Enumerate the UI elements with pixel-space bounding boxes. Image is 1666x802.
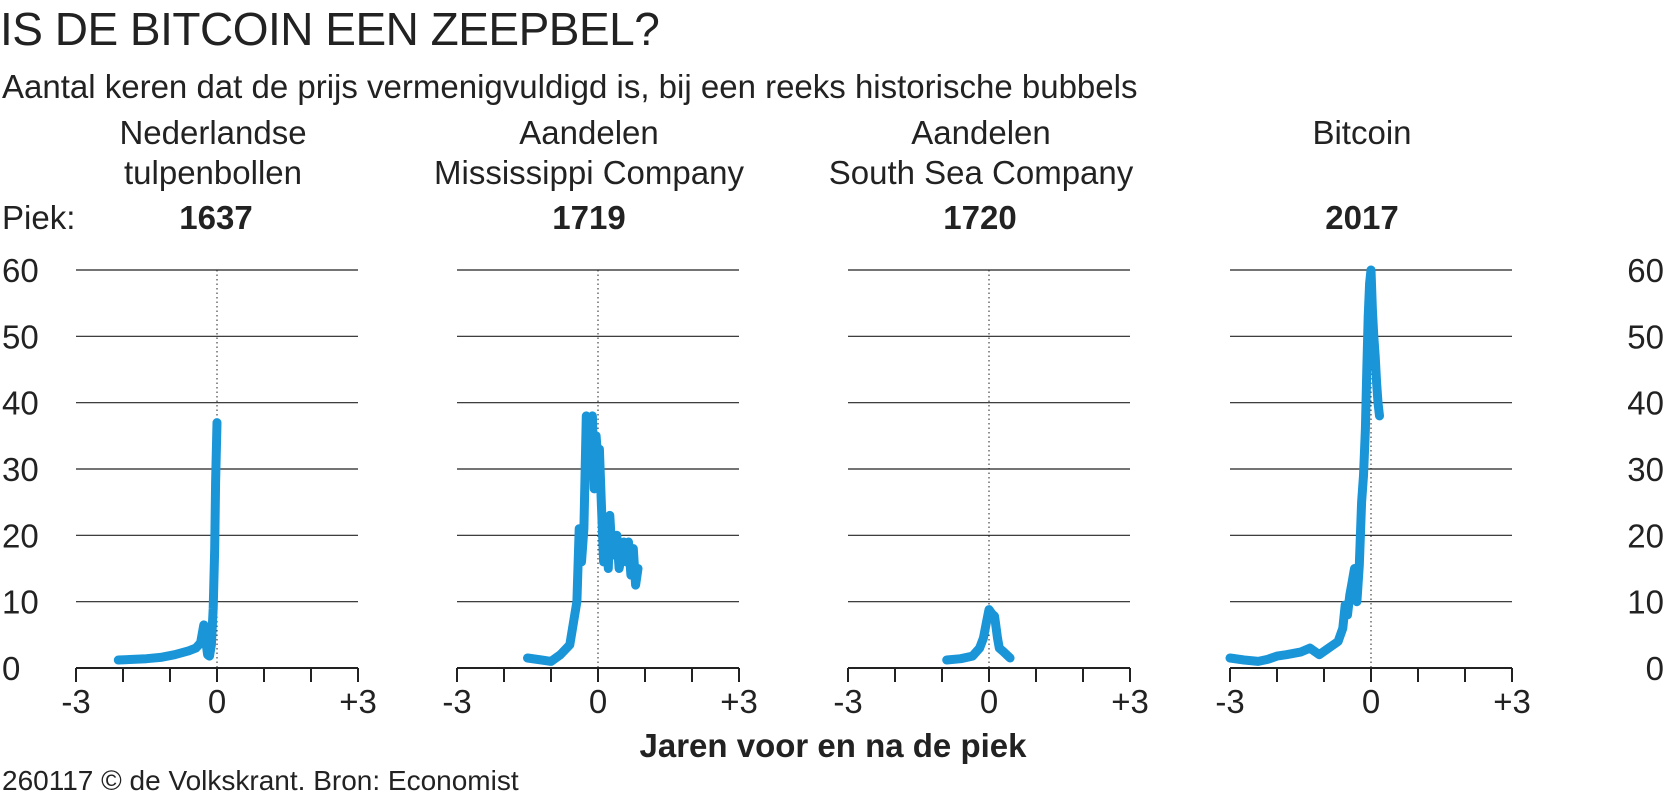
series-line xyxy=(1225,265,1384,666)
x-tick-label: -3 xyxy=(61,683,90,720)
series-line xyxy=(523,411,643,666)
y-tick-label-right: 10 xyxy=(1627,584,1664,621)
x-tick-label: +3 xyxy=(1493,683,1531,720)
panel-title-line: Nederlandse xyxy=(119,114,307,151)
y-tick-label-right: 60 xyxy=(1627,252,1664,289)
y-tick-label-left: 0 xyxy=(2,650,20,687)
panel-title-southsea: Aandelen South Sea Company xyxy=(751,113,1211,193)
panel-title-bitcoin: Bitcoin xyxy=(1132,113,1592,153)
y-tick-label-left: 60 xyxy=(2,252,39,289)
y-tick-label-right: 20 xyxy=(1627,517,1664,554)
y-tick-label-left: 40 xyxy=(2,385,39,422)
x-tick-label: -3 xyxy=(1215,683,1244,720)
series-line xyxy=(942,605,1015,665)
panel-title-line: Mississippi Company xyxy=(434,154,744,191)
panel-title-tulpen: Nederlandse tulpenbollen xyxy=(0,113,443,193)
y-tick-label-left: 30 xyxy=(2,451,39,488)
y-tick-label-left: 10 xyxy=(2,584,39,621)
peak-year-bitcoin: 2017 xyxy=(1325,199,1399,236)
series-line xyxy=(113,418,222,665)
x-tick-label: 0 xyxy=(980,683,998,720)
y-tick-label-right: 30 xyxy=(1627,451,1664,488)
panel-title-mississippi: Aandelen Mississippi Company xyxy=(359,113,819,193)
x-tick-label: -3 xyxy=(833,683,862,720)
panel-title-line: Aandelen xyxy=(911,114,1051,151)
panel-title-line: Bitcoin xyxy=(1312,114,1412,151)
x-tick-label: 0 xyxy=(1362,683,1380,720)
y-tick-label-right: 0 xyxy=(1646,650,1664,687)
y-tick-label-left: 50 xyxy=(2,318,39,355)
x-tick-label: +3 xyxy=(1111,683,1149,720)
panel-title-line: South Sea Company xyxy=(828,154,1134,191)
x-tick-label: 0 xyxy=(589,683,607,720)
x-tick-label: +3 xyxy=(339,683,377,720)
y-tick-label-right: 40 xyxy=(1627,385,1664,422)
x-tick-label: +3 xyxy=(720,683,758,720)
peak-year-southsea: 1720 xyxy=(943,199,1017,236)
piek-label: Piek: xyxy=(2,199,76,236)
peak-year-mississippi: 1719 xyxy=(552,199,626,236)
peak-year-tulpen: 1637 xyxy=(179,199,253,236)
chart-title: IS DE BITCOIN EEN ZEEPBEL? xyxy=(0,3,660,55)
y-tick-label-right: 50 xyxy=(1627,318,1664,355)
x-tick-label: 0 xyxy=(208,683,226,720)
chart-subtitle: Aantal keren dat de prijs vermenigvuldig… xyxy=(2,68,1138,105)
y-tick-label-left: 20 xyxy=(2,517,39,554)
x-tick-label: -3 xyxy=(442,683,471,720)
x-axis-label: Jaren voor en na de piek xyxy=(639,727,1027,764)
source-credit: 260117 © de Volkskrant. Bron: Economist xyxy=(2,765,519,796)
panel-title-line: Aandelen xyxy=(519,114,659,151)
panel-title-line: tulpenbollen xyxy=(124,154,302,191)
